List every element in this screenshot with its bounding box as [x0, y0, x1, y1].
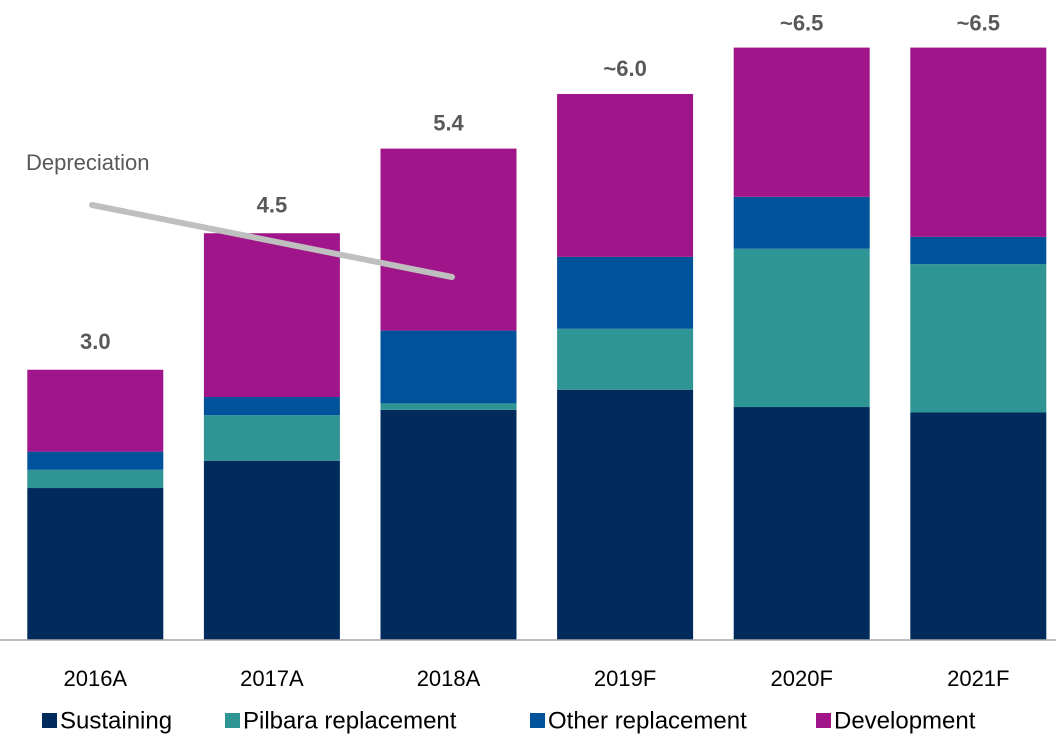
bar-segment	[203, 397, 340, 416]
x-tick-label: 2021F	[947, 666, 1009, 691]
bars	[27, 47, 1047, 640]
bar-segment	[27, 469, 164, 489]
total-label: 4.5	[257, 192, 288, 217]
total-label: ~6.5	[780, 10, 823, 35]
depreciation-line	[89, 202, 455, 280]
bar-segment	[910, 264, 1047, 413]
bar-segment	[910, 47, 1047, 237]
bar-segment	[557, 256, 694, 329]
bar-segment	[910, 236, 1047, 265]
x-tick-label: 2019F	[594, 666, 656, 691]
legend-swatch	[42, 713, 57, 728]
bar-segment	[380, 403, 517, 410]
legend-swatch	[816, 713, 831, 728]
total-label: 3.0	[80, 329, 111, 354]
x-tick-label: 2016A	[63, 666, 127, 691]
bar-segment	[910, 412, 1047, 640]
legend-label: Development	[834, 707, 976, 734]
bar-segment	[203, 460, 340, 640]
bar-segment	[203, 233, 340, 398]
annotation: Depreciation	[26, 150, 150, 175]
x-tick-label: 2018A	[417, 666, 481, 691]
bar-segment	[380, 409, 517, 640]
bar-segment	[380, 148, 517, 331]
bar-segment	[27, 369, 164, 452]
bar-segment	[557, 328, 694, 390]
bar-segment	[27, 451, 164, 470]
bar-segment	[557, 94, 694, 257]
x-tick-label: 2020F	[771, 666, 833, 691]
legend-swatch	[530, 713, 545, 728]
legend-label: Pilbara replacement	[243, 707, 457, 734]
bar-segment	[380, 330, 517, 404]
bar-segment	[203, 415, 340, 461]
total-label: 5.4	[433, 110, 464, 135]
bar-segment	[557, 389, 694, 640]
legend-label: Other replacement	[548, 707, 747, 734]
bar-segment	[733, 47, 870, 197]
bar-segment	[733, 407, 870, 640]
bar-segment	[733, 196, 870, 249]
x-tick-label: 2017A	[240, 666, 304, 691]
total-label: ~6.5	[957, 10, 1000, 35]
legend-label: Sustaining	[60, 707, 172, 734]
bar-segment	[27, 488, 164, 640]
bar-segment	[733, 248, 870, 408]
total-label: ~6.0	[603, 56, 646, 81]
legend-swatch	[225, 713, 240, 728]
